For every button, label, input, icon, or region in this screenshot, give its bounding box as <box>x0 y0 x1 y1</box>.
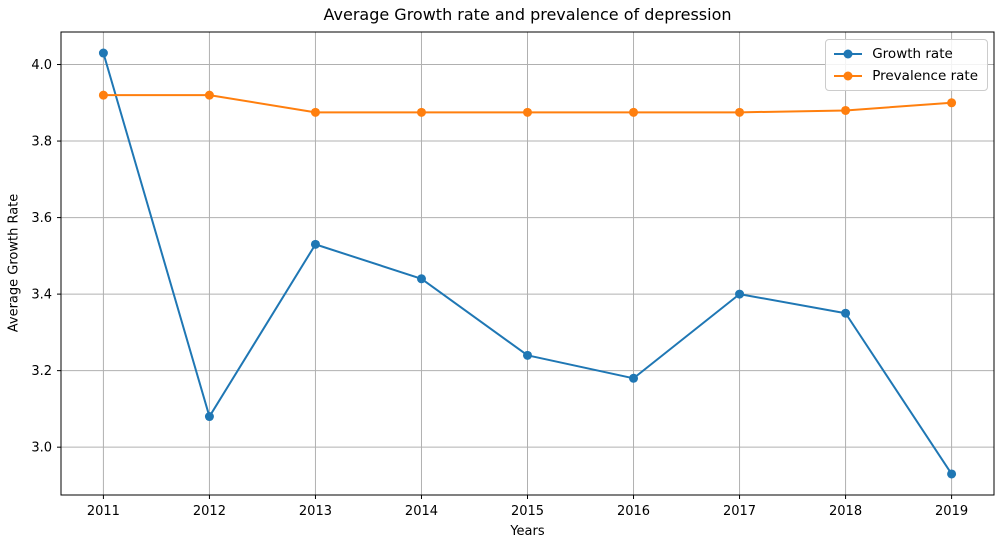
series-marker <box>629 107 639 117</box>
y-tick-label: 3.0 <box>31 441 52 456</box>
series-marker <box>204 412 214 422</box>
legend-swatch <box>834 71 863 81</box>
chart-title: Average Growth rate and prevalence of de… <box>323 5 732 24</box>
series-marker <box>523 350 532 360</box>
series-marker <box>523 107 532 117</box>
y-axis-label: Average Growth Rate <box>6 193 22 333</box>
series-marker <box>310 107 320 117</box>
legend-item: Prevalence rate <box>833 66 978 86</box>
y-tick-label: 3.4 <box>31 288 52 303</box>
x-tick-label: 2019 <box>935 504 968 519</box>
x-tick-label: 2016 <box>617 504 650 519</box>
series-marker <box>735 289 745 299</box>
y-tick-label: 3.6 <box>31 211 52 226</box>
series-marker <box>629 373 639 383</box>
y-tick-label: 3.8 <box>31 135 52 150</box>
series-marker <box>947 98 957 108</box>
y-tick-label: 3.2 <box>31 364 52 379</box>
series-marker <box>735 107 745 117</box>
x-tick-label: 2015 <box>511 504 544 519</box>
x-tick-label: 2012 <box>193 504 226 519</box>
y-tick-label: 4.0 <box>31 58 52 73</box>
series-marker <box>204 90 214 100</box>
series-marker <box>841 105 851 115</box>
x-tick-label: 2017 <box>723 504 756 519</box>
x-tick-label: 2018 <box>829 504 862 519</box>
series-marker <box>98 90 108 100</box>
series-marker <box>98 48 108 58</box>
legend-label: Growth rate <box>872 46 953 62</box>
legend-swatch <box>834 49 863 59</box>
series-marker <box>947 469 957 479</box>
x-tick-label: 2014 <box>405 504 438 519</box>
series-marker <box>416 274 426 284</box>
series-marker <box>310 239 320 249</box>
x-axis-label: Years <box>510 524 545 539</box>
x-tick-label: 2011 <box>87 504 120 519</box>
legend: Growth rate Prevalence rate <box>825 39 988 91</box>
series-marker <box>416 107 426 117</box>
x-tick-label: 2013 <box>299 504 332 519</box>
legend-item: Growth rate <box>833 44 978 64</box>
series-marker <box>841 308 851 318</box>
legend-label: Prevalence rate <box>872 68 978 84</box>
